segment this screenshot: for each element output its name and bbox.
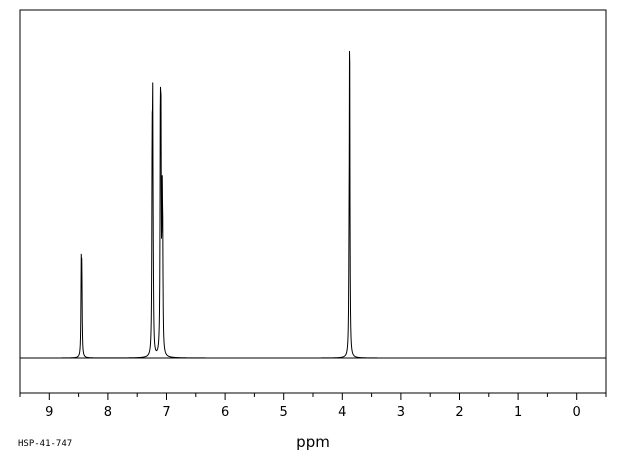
x-tick-label: 5 [280, 405, 288, 420]
x-axis-label: ppm [296, 433, 330, 451]
x-tick-label: 0 [573, 405, 581, 420]
x-tick-label: 2 [455, 405, 463, 420]
x-tick-label: 8 [104, 405, 112, 420]
x-tick-label: 9 [45, 405, 53, 420]
x-tick-label: 3 [397, 405, 405, 420]
x-tick-label: 6 [221, 405, 229, 420]
spectrum-trace [20, 50, 606, 359]
x-axis-ticks [19, 393, 607, 400]
x-tick-label: 7 [162, 405, 170, 420]
sample-id-label: HSP-41-747 [18, 439, 72, 449]
x-tick-label: 4 [338, 405, 346, 420]
plot-frame [19, 9, 607, 394]
x-tick-label: 1 [514, 405, 522, 420]
x-axis-tick-labels: 9 8 7 6 5 4 3 2 1 0 [45, 405, 581, 420]
